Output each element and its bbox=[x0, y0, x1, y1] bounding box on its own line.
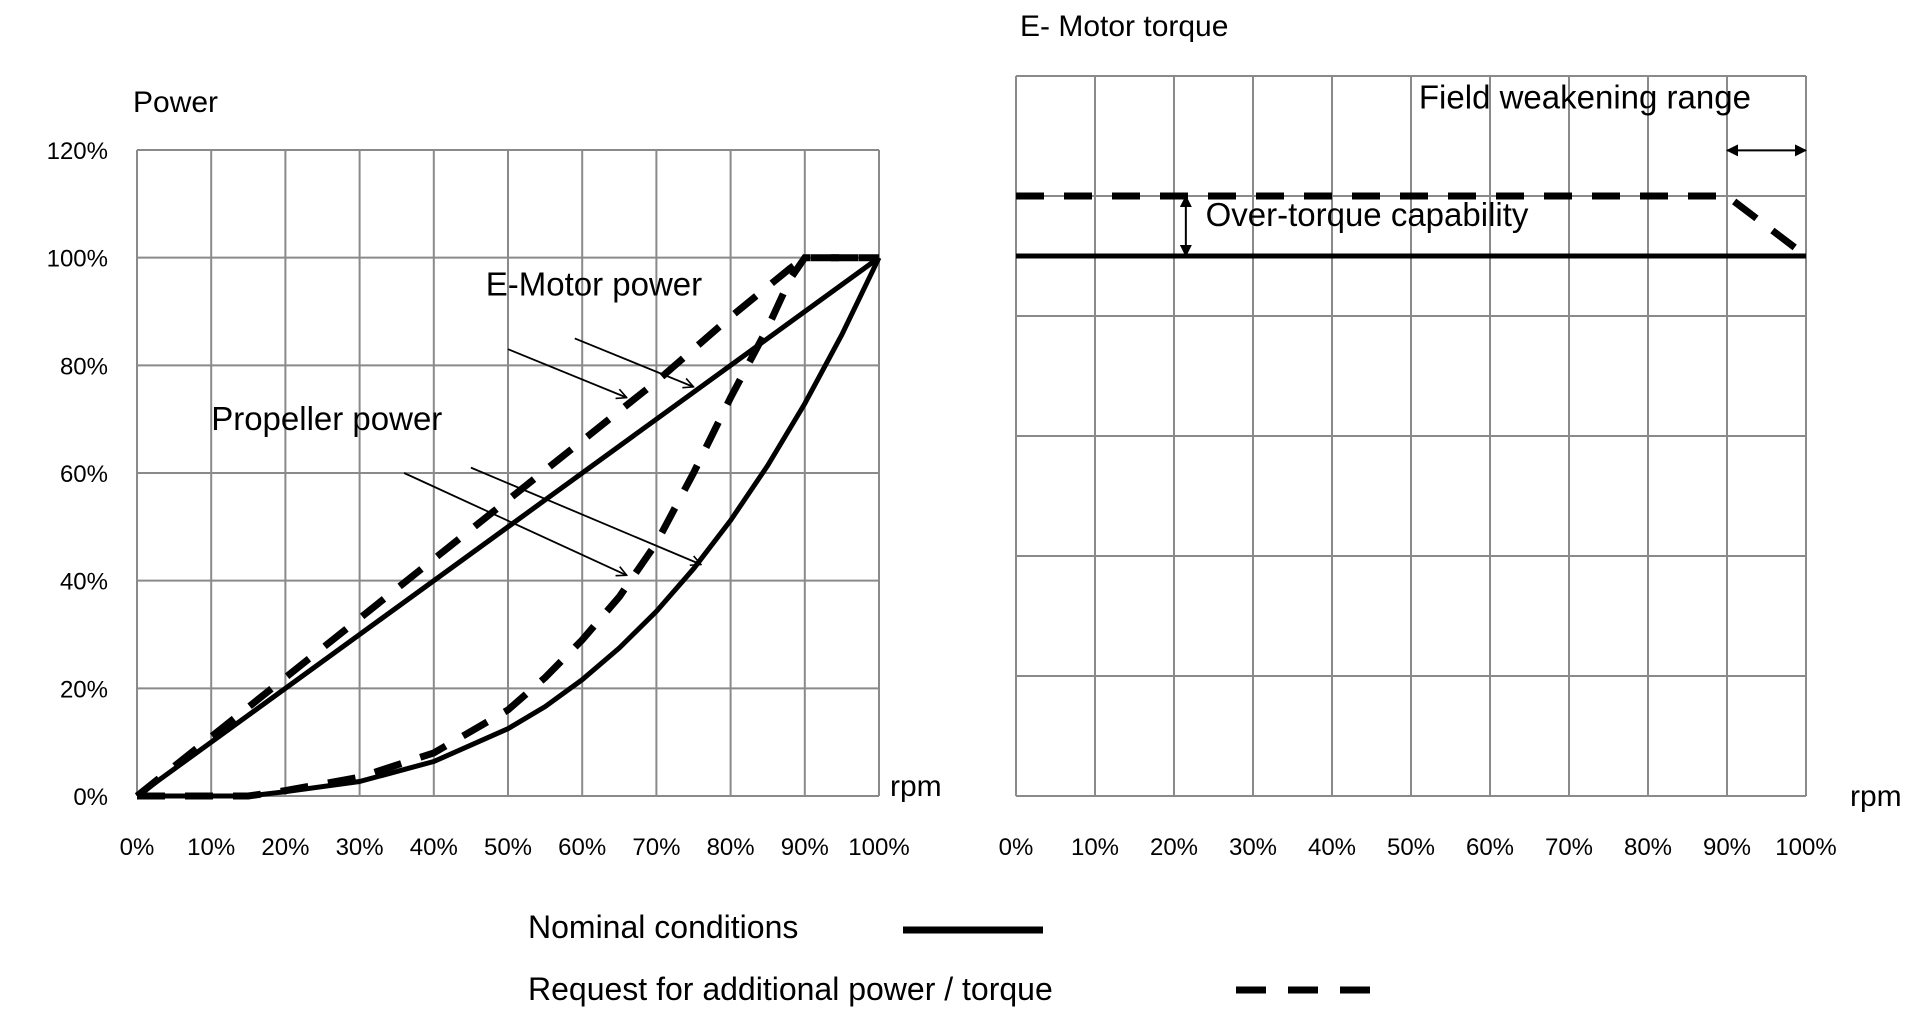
power-x-tick-label: 0% bbox=[120, 834, 155, 861]
torque-x-ticks: 0% 10% 20% 30% 40% 50% 60% 70% 80% 90% 100% bbox=[999, 834, 1837, 861]
torque-chart: E- Motor torque rpm 0% 10% 20% 30% 40% 50% 60%… bbox=[999, 10, 1902, 861]
torque-x-axis-label: rpm bbox=[1850, 780, 1902, 813]
torque-gridlines bbox=[1015, 75, 1807, 797]
torque-series bbox=[1016, 192, 1809, 259]
torque-x-tick-label: 40% bbox=[1308, 834, 1356, 861]
torque-x-tick-label: 50% bbox=[1387, 834, 1435, 861]
power-x-tick-label: 30% bbox=[336, 834, 384, 861]
power-y-tick-label: 80% bbox=[60, 353, 108, 380]
annotation-field-weakening-range: Field weakening range bbox=[1419, 78, 1751, 115]
power-series-propeller-dashed bbox=[137, 254, 879, 800]
power-gridlines bbox=[136, 149, 880, 797]
torque-series-dashed bbox=[1016, 192, 1809, 259]
power-y-tick-label: 0% bbox=[73, 784, 108, 811]
power-chart: Power rpm 0% 10% 20% 30% 40% 50% 60% 70% 80% 90% 1… bbox=[47, 86, 942, 861]
annotation-arrow bbox=[507, 348, 627, 397]
power-x-tick-label: 90% bbox=[781, 834, 829, 861]
power-y-tick-label: 60% bbox=[60, 461, 108, 488]
power-series bbox=[134, 254, 882, 800]
torque-title: E- Motor torque bbox=[1020, 10, 1228, 43]
power-y-tick-label: 20% bbox=[60, 676, 108, 703]
power-x-ticks: 0% 10% 20% 30% 40% 50% 60% 70% 80% 90% 100% bbox=[120, 834, 910, 861]
power-x-tick-label: 60% bbox=[558, 834, 606, 861]
legend-label-additional: Request for additional power / torque bbox=[528, 971, 1053, 1007]
power-annotation-arrows bbox=[403, 337, 701, 575]
power-y-tick-label: 40% bbox=[60, 569, 108, 596]
annotation-arrow bbox=[470, 466, 701, 565]
power-x-tick-label: 70% bbox=[632, 834, 680, 861]
power-x-tick-label: 50% bbox=[484, 834, 532, 861]
torque-x-tick-label: 0% bbox=[999, 834, 1034, 861]
annotation-emotor-power: E-Motor power bbox=[486, 265, 702, 302]
annotation-over-torque-capability: Over-torque capability bbox=[1206, 196, 1529, 233]
power-series-propeller-solid bbox=[137, 256, 882, 799]
power-x-tick-label: 100% bbox=[848, 834, 909, 861]
torque-x-tick-label: 20% bbox=[1150, 834, 1198, 861]
legend: Nominal conditions Request for additiona… bbox=[528, 909, 1376, 1007]
power-y-ticks: 0% 20% 40% 60% 80% 100% 120% bbox=[47, 138, 108, 811]
annotation-arrow bbox=[403, 472, 627, 575]
legend-label-nominal: Nominal conditions bbox=[528, 909, 798, 945]
torque-x-tick-label: 10% bbox=[1071, 834, 1119, 861]
torque-x-tick-label: 90% bbox=[1703, 834, 1751, 861]
power-y-tick-label: 100% bbox=[47, 246, 108, 273]
torque-x-tick-label: 60% bbox=[1466, 834, 1514, 861]
torque-x-tick-label: 80% bbox=[1624, 834, 1672, 861]
power-x-tick-label: 40% bbox=[410, 834, 458, 861]
torque-annotation-arrows bbox=[1179, 144, 1807, 257]
torque-x-tick-label: 30% bbox=[1229, 834, 1277, 861]
torque-x-tick-label: 70% bbox=[1545, 834, 1593, 861]
power-y-axis-label: Power bbox=[133, 86, 218, 119]
torque-x-tick-label: 100% bbox=[1775, 834, 1836, 861]
annotation-arrow bbox=[574, 337, 694, 386]
power-y-tick-label: 120% bbox=[47, 138, 108, 165]
power-x-tick-label: 10% bbox=[187, 834, 235, 861]
power-x-tick-label: 80% bbox=[707, 834, 755, 861]
power-x-axis-label: rpm bbox=[890, 770, 942, 803]
power-series-emotor-dashed bbox=[134, 254, 879, 799]
power-x-tick-label: 20% bbox=[261, 834, 309, 861]
annotation-propeller-power: Propeller power bbox=[211, 400, 442, 437]
